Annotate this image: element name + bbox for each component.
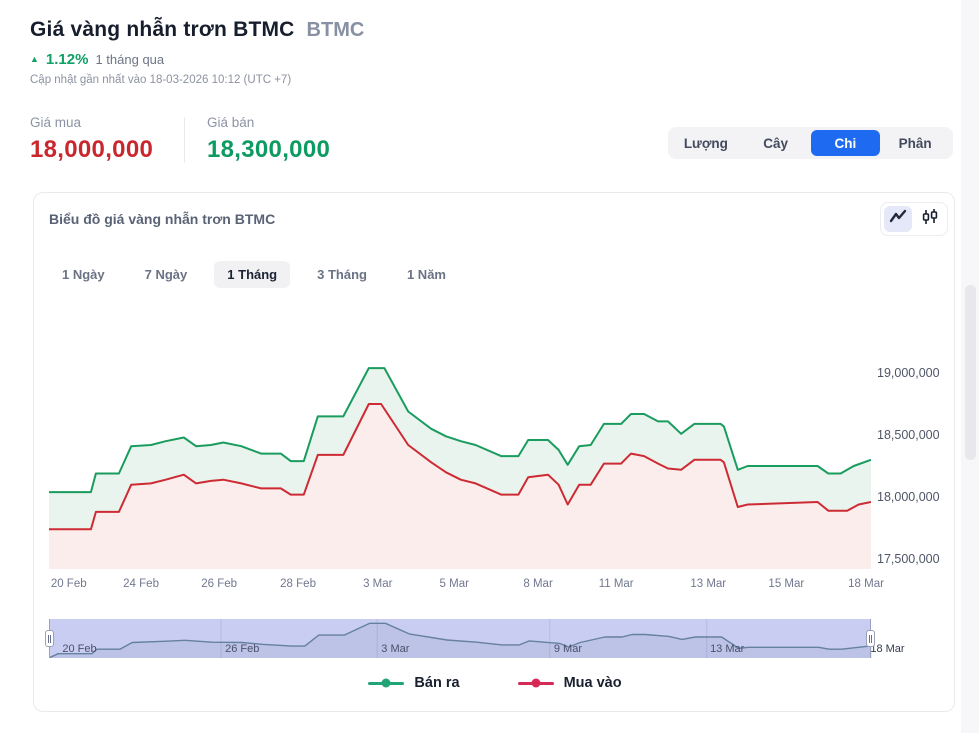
chart-type-toggle — [880, 202, 948, 236]
scrollbar-track[interactable] — [961, 0, 979, 733]
legend-marker-ban-ra — [368, 678, 405, 688]
y-tick-18500000: 18,500,000 — [877, 428, 940, 443]
buy-price-label: Giá mua — [30, 115, 82, 130]
x-tick-5-mar: 5 Mar — [439, 578, 469, 590]
up-arrow-icon: ▲ — [30, 54, 39, 64]
buy-price-line — [49, 403, 872, 531]
range-tab-3-thang[interactable]: 3 Tháng — [317, 267, 367, 282]
range-tabs: 1 Ngày 7 Ngày 1 Tháng 3 Tháng 1 Năm — [49, 261, 459, 288]
legend-dot-mua-vao — [531, 678, 541, 688]
navigator-line — [50, 622, 872, 658]
legend-dot-ban-ra — [381, 678, 391, 688]
sell-price-line — [49, 367, 872, 494]
range-navigator[interactable]: 20 Feb 26 Feb 3 Mar 9 Mar 13 Mar 18 Mar — [45, 619, 905, 658]
navigator-area — [50, 623, 872, 658]
range-tab-7-ngay[interactable]: 7 Ngày — [144, 267, 188, 282]
x-tick-28-feb: 28 Feb — [280, 578, 316, 590]
page-header: Giá vàng nhẫn trơn BTMC BTMC ▲ 1.12% 1 t… — [30, 18, 364, 86]
x-tick-20-feb: 20 Feb — [50, 578, 87, 590]
x-tick-18-mar: 18 Mar — [848, 578, 884, 590]
x-tick-13-mar: 13 Mar — [690, 578, 727, 590]
unit-tab-phan[interactable]: Phân — [898, 135, 932, 151]
legend-label-mua-vao: Mua vào — [563, 675, 622, 691]
x-tick-3-mar: 3 Mar — [363, 578, 393, 590]
scrollbar-thumb[interactable] — [965, 285, 976, 460]
x-axis-labels: 20 Feb 24 Feb 26 Feb 28 Feb 3 Mar 5 Mar 8 Mar 1… — [49, 578, 884, 594]
line-chart-toggle-button[interactable] — [884, 206, 912, 232]
chart-panel-title: Biểu đồ giá vàng nhẫn trơn BTMC — [49, 211, 276, 227]
unit-tabs: Lượng Cây Chi Phân — [668, 127, 953, 159]
candlestick-chart-toggle-button[interactable] — [916, 206, 944, 232]
candlestick-icon — [921, 207, 939, 232]
price-chart[interactable] — [49, 311, 872, 569]
change-percent: 1.12% — [45, 51, 89, 68]
price-row: Giá mua 18,000,000 Giá bán 18,300,000 — [30, 115, 357, 164]
chart-legend: Bán ra Mua vào — [34, 675, 956, 691]
legend-item-ban-ra[interactable]: Bán ra — [368, 675, 460, 691]
page-title-suffix: BTMC — [306, 19, 365, 41]
buy-price-block: Giá mua 18,000,000 — [30, 115, 180, 164]
chart-panel: Biểu đồ giá vàng nhẫn trơn BTMC 1 N — [33, 192, 955, 712]
x-tick-15-mar: 15 Mar — [768, 578, 805, 590]
y-axis-labels: 19,000,000 18,500,000 18,000,000 17,500,000 — [877, 311, 949, 569]
line-chart-icon — [888, 208, 908, 231]
navigator-label-13-mar: 13 Mar — [710, 643, 745, 655]
sell-price-value: 18,300,000 — [207, 136, 331, 163]
buy-area-fill — [49, 404, 871, 569]
navigator-label-9-mar: 9 Mar — [553, 643, 582, 655]
range-tab-1-nam[interactable]: 1 Năm — [406, 267, 446, 282]
unit-tab-cay[interactable]: Cây — [763, 135, 788, 151]
x-tick-24-feb: 24 Feb — [123, 578, 159, 590]
legend-label-ban-ra: Bán ra — [414, 675, 460, 691]
x-tick-8-mar: 8 Mar — [523, 578, 553, 590]
y-tick-18000000: 18,000,000 — [877, 490, 940, 505]
navigator-right-handle[interactable] — [866, 630, 875, 647]
x-tick-11-mar: 11 Mar — [598, 578, 634, 590]
page-title: Giá vàng nhẫn trơn BTMC — [30, 18, 295, 41]
navigator-label-3-mar: 3 Mar — [381, 643, 410, 655]
x-tick-26-feb: 26 Feb — [201, 578, 238, 590]
navigator-left-handle[interactable] — [45, 630, 54, 647]
y-tick-17500000: 17,500,000 — [877, 552, 940, 567]
sell-price-label: Giá bán — [207, 115, 255, 130]
sell-price-block: Giá bán 18,300,000 — [207, 115, 357, 164]
navigator-label-18-mar: 18 Mar — [870, 643, 905, 655]
legend-marker-mua-vao — [517, 678, 554, 688]
change-period: 1 tháng qua — [95, 52, 165, 67]
buy-price-value: 18,000,000 — [30, 136, 154, 163]
navigator-label-26-feb: 26 Feb — [225, 643, 260, 655]
unit-tab-chi[interactable]: Chi — [810, 130, 881, 156]
range-tab-1-thang[interactable]: 1 Tháng — [214, 261, 291, 288]
range-tab-1-ngay[interactable]: 1 Ngày — [62, 267, 105, 282]
last-updated: Cập nhật gần nhất vào 18-03-2026 10:12 (… — [30, 74, 292, 86]
navigator-label-20-feb: 20 Feb — [62, 643, 97, 655]
legend-item-mua-vao[interactable]: Mua vào — [517, 675, 622, 691]
y-tick-19000000: 19,000,000 — [877, 366, 940, 381]
price-divider — [184, 117, 185, 163]
unit-tab-luong[interactable]: Lượng — [683, 135, 728, 151]
